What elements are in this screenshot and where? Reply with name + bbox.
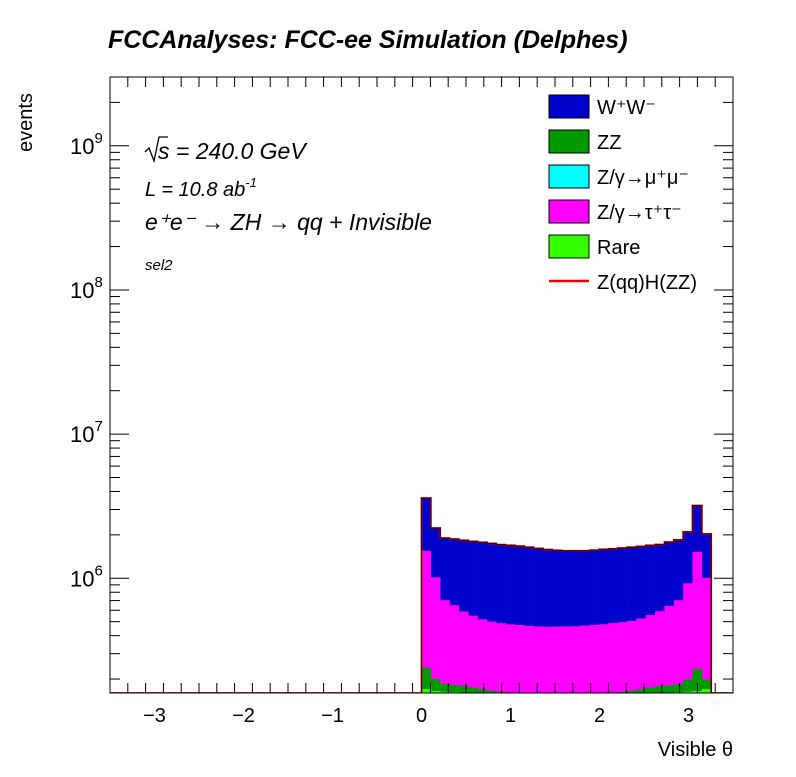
legend-swatch xyxy=(549,200,589,223)
legend-item: Z(qq)H(ZZ) xyxy=(549,272,697,294)
bar xyxy=(450,605,460,693)
chart-title: FCCAnalyses: FCC-ee Simulation (Delphes) xyxy=(108,26,628,54)
x-axis-label: Visible θ xyxy=(658,739,733,761)
bar xyxy=(431,577,441,693)
bar xyxy=(683,680,693,693)
bar xyxy=(496,623,506,693)
legend-label: W⁺W⁻ xyxy=(597,97,656,119)
annotation-process: e⁺e⁻ → ZH → qq + Invisible xyxy=(145,209,432,235)
bar xyxy=(459,612,469,693)
annotation-lumi: L = 10.8 ab-1 xyxy=(145,175,257,201)
lumi-exponent: -1 xyxy=(245,175,257,190)
y-tick-label: 106 xyxy=(70,562,103,591)
x-tick-label: 1 xyxy=(505,705,516,727)
sqrt-s-value: = 240.0 GeV xyxy=(170,138,309,164)
legend-label: Z/γ→μ⁺μ⁻ xyxy=(597,167,689,189)
bar xyxy=(478,619,488,693)
bar xyxy=(534,626,544,693)
x-tick-label: 2 xyxy=(594,705,605,727)
bar xyxy=(636,689,646,693)
bar xyxy=(580,626,590,693)
bar xyxy=(450,685,460,693)
legend-item: ZZ xyxy=(549,130,621,154)
bar xyxy=(702,578,712,693)
bar xyxy=(674,600,684,693)
legend-label: ZZ xyxy=(597,132,621,154)
x-tick-label: −3 xyxy=(143,705,166,727)
bar xyxy=(468,688,478,693)
annotation-selection: sel2 xyxy=(145,257,173,274)
bar xyxy=(702,689,712,693)
y-tick-label: 108 xyxy=(70,274,103,303)
y-tick-label: 109 xyxy=(70,130,103,159)
legend-item: Z/γ→τ⁺τ⁻ xyxy=(549,200,682,224)
legend-label: Z(qq)H(ZZ) xyxy=(597,272,697,294)
bar xyxy=(515,625,525,693)
bar xyxy=(422,668,432,693)
x-tick-label: −2 xyxy=(232,705,255,727)
bar xyxy=(664,606,674,693)
legend-item: W⁺W⁻ xyxy=(549,95,656,119)
legend-label: Z/γ→τ⁺τ⁻ xyxy=(597,202,682,224)
bar xyxy=(571,626,581,693)
legend-swatch xyxy=(549,95,589,118)
bar xyxy=(655,686,665,693)
annotation-sqrt-s: s = 240.0 GeV xyxy=(145,137,308,164)
legend-label: Rare xyxy=(597,237,640,259)
x-tick-label: −1 xyxy=(321,705,344,727)
bar xyxy=(599,624,609,693)
legend-item: Z/γ→μ⁺μ⁻ xyxy=(549,165,689,189)
bar xyxy=(431,679,441,693)
bar xyxy=(468,616,478,693)
bar xyxy=(646,688,656,693)
legend: W⁺W⁻ ZZ Z/γ→μ⁺μ⁻ Z/γ→τ⁺τ⁻ Rare Z(qq)H(ZZ) xyxy=(549,95,697,294)
svg-text:s = 240.0 GeV: s = 240.0 GeV xyxy=(158,138,308,164)
bar xyxy=(683,583,693,693)
bar xyxy=(487,622,497,693)
legend-swatch xyxy=(549,130,589,153)
bar xyxy=(543,627,553,693)
legend-item: Rare xyxy=(549,235,640,259)
bar xyxy=(627,621,637,693)
sqrt-s-root: s xyxy=(158,138,170,164)
bar xyxy=(562,626,572,693)
bar xyxy=(646,615,656,693)
legend-swatch xyxy=(549,165,589,188)
bar xyxy=(440,600,450,693)
bar xyxy=(608,623,618,693)
bar xyxy=(552,627,562,693)
bar xyxy=(590,625,600,693)
bar xyxy=(422,689,432,693)
x-tick-label: 0 xyxy=(416,705,427,727)
bar xyxy=(664,685,674,693)
bar xyxy=(655,611,665,693)
bar xyxy=(674,684,684,693)
bar xyxy=(478,689,488,693)
y-axis-label: events xyxy=(15,93,37,152)
stacked-histogram xyxy=(110,498,733,693)
bar xyxy=(618,622,628,693)
x-tick-label: 3 xyxy=(683,705,694,727)
bar xyxy=(506,624,516,693)
bar xyxy=(524,626,534,693)
bar xyxy=(459,686,469,693)
lumi-main: L = 10.8 ab xyxy=(145,179,245,201)
y-tick-label: 107 xyxy=(70,418,103,447)
legend-swatch xyxy=(549,235,589,258)
bar xyxy=(636,618,646,693)
